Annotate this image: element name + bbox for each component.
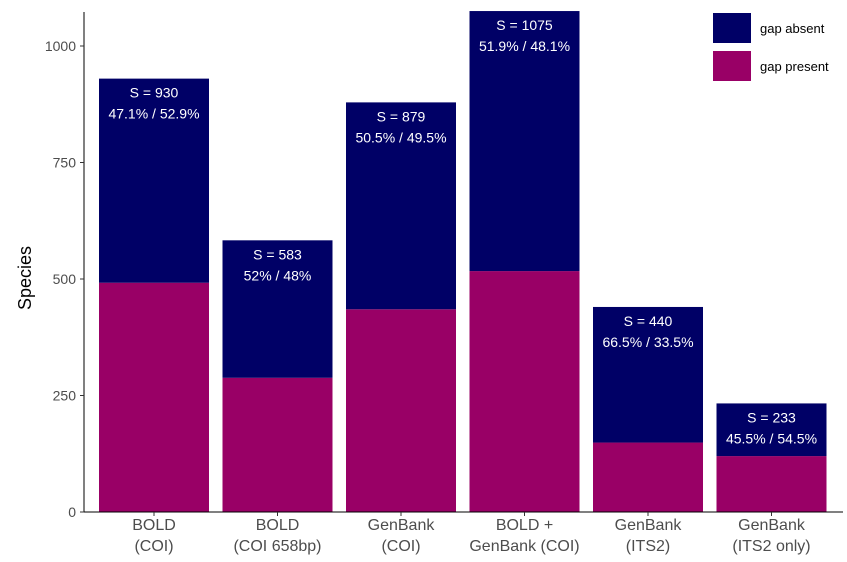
bar-data-label: 47.1% / 52.9% (108, 106, 199, 122)
x-tick-label: (COI 658bp) (233, 538, 321, 555)
bar-segment-gap-present-4 (593, 442, 703, 512)
legend: gap absent gap present (713, 13, 829, 81)
bar-segment-gap-absent-4 (593, 306, 703, 443)
bar-segment-gap-present-0 (99, 282, 209, 512)
y-tick-label: 250 (53, 388, 77, 404)
y-tick-label: 500 (53, 271, 77, 287)
bar-segment-gap-present-3 (469, 271, 580, 512)
bar-segment-gap-absent-0 (99, 78, 209, 283)
x-tick-label: GenBank (368, 517, 436, 534)
bar-segment-gap-absent-3 (469, 11, 580, 272)
bar-data-label: S = 1075 (496, 17, 553, 33)
y-axis-title: Species (15, 246, 35, 310)
x-tick-label: (COI) (134, 538, 173, 555)
x-tick-label: BOLD (132, 517, 176, 534)
x-tick-label: (COI) (381, 538, 420, 555)
x-tick-label: BOLD + (496, 517, 553, 534)
bar-data-label: S = 583 (253, 246, 302, 262)
bar-data-label: 66.5% / 33.5% (602, 334, 693, 350)
x-tick-label: GenBank (615, 517, 683, 534)
bar-segment-gap-absent-2 (346, 102, 456, 310)
bar-data-label: 51.9% / 48.1% (479, 38, 570, 54)
bar-labels-layer: S = 930 47.1% / 52.9% S = 583 52% / 48% S = … (108, 17, 817, 446)
legend-swatch-gap-present (713, 51, 751, 81)
bar-segment-gap-absent-1 (222, 240, 333, 378)
legend-swatch-gap-absent (713, 13, 751, 43)
bar-data-label: 45.5% / 54.5% (726, 430, 817, 446)
bars-layer (99, 11, 827, 512)
x-tick-label: GenBank (738, 517, 806, 534)
y-tick-label: 1000 (45, 38, 76, 54)
bar-data-label: S = 930 (130, 85, 179, 101)
bar-data-label: S = 879 (377, 108, 426, 124)
axes-layer (83, 12, 843, 513)
x-tick-label: BOLD (256, 517, 300, 534)
bar-data-label: 50.5% / 49.5% (355, 129, 446, 145)
bar-data-label: S = 233 (747, 409, 796, 425)
bar-segment-gap-present-5 (716, 456, 827, 512)
legend-label-gap-absent: gap absent (760, 21, 825, 36)
bar-segment-gap-absent-5 (716, 403, 827, 457)
bar-segment-gap-present-2 (346, 309, 456, 512)
legend-label-gap-present: gap present (760, 59, 829, 74)
bar-segment-gap-present-1 (222, 377, 333, 512)
x-tick-label: (ITS2) (626, 538, 670, 555)
y-tick-label: 750 (53, 155, 77, 171)
bar-data-label: S = 440 (624, 313, 673, 329)
x-tick-label: GenBank (COI) (469, 538, 579, 555)
y-tick-label: 0 (68, 504, 76, 520)
bar-data-label: 52% / 48% (244, 267, 312, 283)
x-ticks-layer: BOLD (COI) BOLD (COI 658bp) GenBank (COI) BOLD… (132, 512, 811, 555)
x-tick-label: (ITS2 only) (732, 538, 810, 555)
y-ticks-layer: 0 250 500 750 1000 (45, 38, 84, 520)
